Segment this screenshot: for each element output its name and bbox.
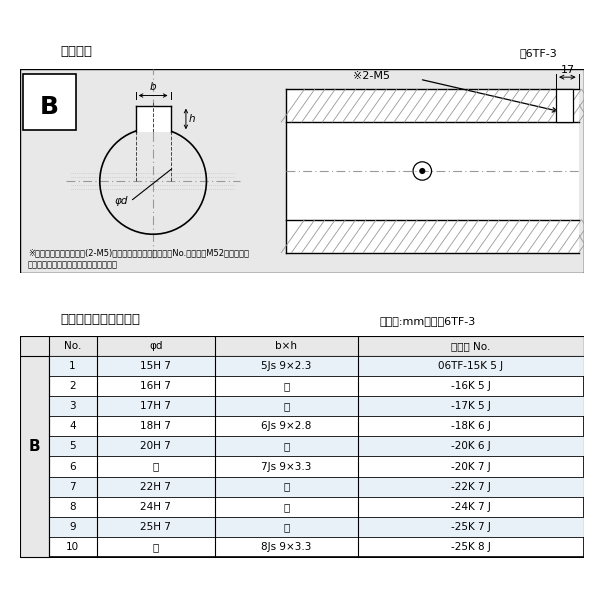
Text: -18K 6 J: -18K 6 J	[451, 421, 491, 431]
Text: 軸穴形状: 軸穴形状	[60, 45, 92, 58]
Text: 15H 7: 15H 7	[140, 361, 171, 371]
Text: -17K 5 J: -17K 5 J	[451, 401, 491, 411]
Bar	[286, 89, 578, 122]
Text: 17H 7: 17H 7	[140, 401, 171, 411]
Bar	[20, 336, 584, 356]
Text: ※セットボルト用タップ(2-M5)が必要な場合は右記コードNo.の末尾にM52を付ける。: ※セットボルト用タップ(2-M5)が必要な場合は右記コードNo.の末尾にM52を…	[28, 248, 249, 258]
Text: h: h	[189, 114, 196, 124]
Text: 〃: 〃	[152, 461, 159, 472]
Text: 2: 2	[69, 381, 76, 391]
Text: 〃: 〃	[283, 522, 290, 532]
Text: 9: 9	[69, 522, 76, 532]
Text: （単位:mm）　表6TF-3: （単位:mm） 表6TF-3	[380, 316, 476, 326]
Text: -20K 7 J: -20K 7 J	[451, 461, 491, 472]
Bar	[286, 220, 578, 253]
Text: b×h: b×h	[275, 341, 298, 351]
Text: -25K 8 J: -25K 8 J	[451, 542, 491, 552]
Text: 7: 7	[69, 482, 76, 491]
Bar	[286, 122, 578, 220]
Bar	[49, 436, 584, 457]
Text: b: b	[150, 82, 157, 92]
Text: 図6TF-3: 図6TF-3	[520, 48, 558, 58]
Text: （セットボルトは付属されています。）: （セットボルトは付属されています。）	[28, 260, 118, 269]
Text: -25K 7 J: -25K 7 J	[451, 522, 491, 532]
Circle shape	[419, 168, 425, 174]
Text: -24K 7 J: -24K 7 J	[451, 502, 491, 512]
Text: No.: No.	[64, 341, 81, 351]
Text: 〃: 〃	[283, 381, 290, 391]
Bar	[20, 336, 49, 557]
Bar	[556, 89, 572, 122]
Text: φd: φd	[149, 341, 163, 351]
Text: 軸穴形状コード一覧表: 軸穴形状コード一覧表	[60, 313, 140, 326]
Text: B: B	[28, 439, 40, 454]
Text: 17: 17	[560, 65, 574, 75]
Text: 22H 7: 22H 7	[140, 482, 171, 491]
Text: 6: 6	[69, 461, 76, 472]
Text: -20K 6 J: -20K 6 J	[451, 442, 491, 451]
Text: 〃: 〃	[283, 502, 290, 512]
Text: コード No.: コード No.	[451, 341, 491, 351]
Bar	[49, 476, 584, 497]
Text: 8Js 9×3.3: 8Js 9×3.3	[261, 542, 311, 552]
Bar	[49, 396, 584, 416]
Text: 7Js 9×3.3: 7Js 9×3.3	[261, 461, 311, 472]
Text: -22K 7 J: -22K 7 J	[451, 482, 491, 491]
Text: B: B	[40, 95, 59, 119]
Text: 6Js 9×2.8: 6Js 9×2.8	[261, 421, 311, 431]
Text: 10: 10	[66, 542, 79, 552]
Text: 5Js 9×2.3: 5Js 9×2.3	[261, 361, 311, 371]
Text: 1: 1	[69, 361, 76, 371]
Text: 5: 5	[69, 442, 76, 451]
Text: 24H 7: 24H 7	[140, 502, 171, 512]
Text: 4: 4	[69, 421, 76, 431]
Bar	[23, 74, 76, 130]
Text: 25H 7: 25H 7	[140, 522, 171, 532]
Text: φd: φd	[114, 196, 128, 206]
Text: 〃: 〃	[152, 542, 159, 552]
Text: 20H 7: 20H 7	[140, 442, 171, 451]
Text: 06TF-15K 5 J: 06TF-15K 5 J	[439, 361, 503, 371]
Text: 8: 8	[69, 502, 76, 512]
Bar	[136, 106, 170, 132]
Text: 16H 7: 16H 7	[140, 381, 171, 391]
Bar	[49, 356, 584, 376]
Bar	[49, 517, 584, 537]
Text: -16K 5 J: -16K 5 J	[451, 381, 491, 391]
Text: ※2-M5: ※2-M5	[353, 71, 390, 81]
Text: 3: 3	[69, 401, 76, 411]
Text: 〃: 〃	[283, 482, 290, 491]
Text: 〃: 〃	[283, 442, 290, 451]
Text: 18H 7: 18H 7	[140, 421, 171, 431]
Text: 〃: 〃	[283, 401, 290, 411]
